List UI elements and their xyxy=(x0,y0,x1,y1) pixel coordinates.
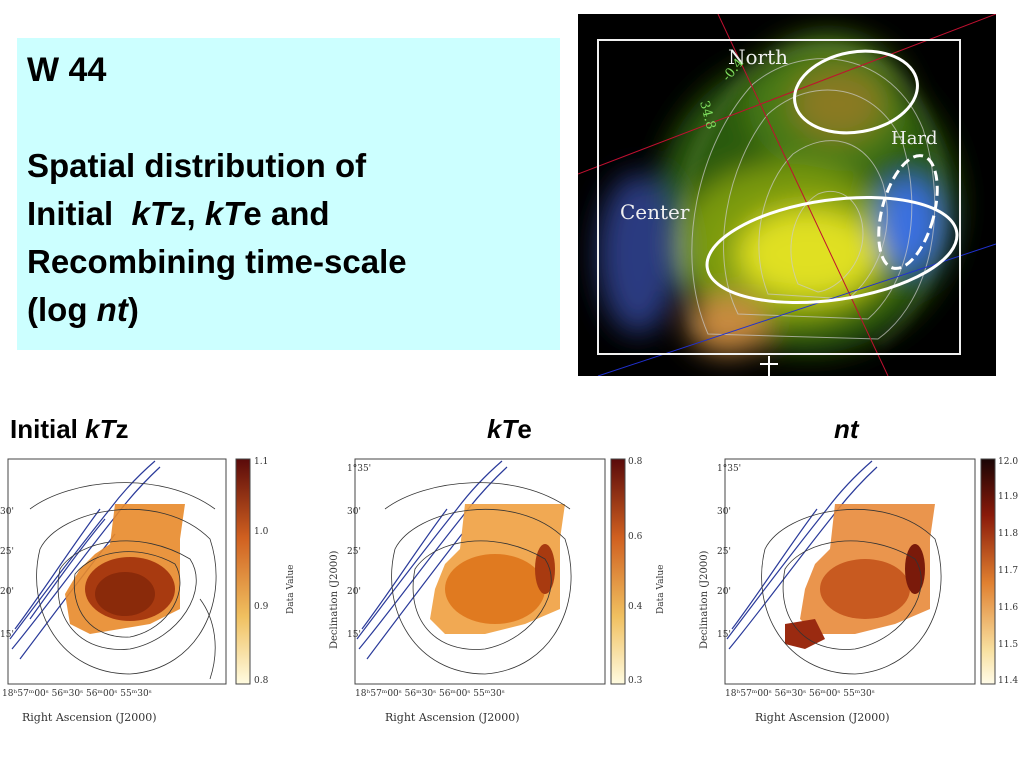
y-tick: 15' xyxy=(717,630,731,640)
y-axis-label: Declination (J2000) xyxy=(329,550,340,649)
region-label-center: Center xyxy=(620,200,690,224)
colorbar-tick: 0.3 xyxy=(628,676,643,686)
colorbar-tick: 11.6 xyxy=(998,603,1018,613)
y-tick: 15' xyxy=(0,630,14,640)
colorbar-label: Data Value xyxy=(656,565,665,614)
x-ticks: 18ʰ57ᵐ00ˢ 56ᵐ30ˢ 56ᵐ00ˢ 55ᵐ30ˢ xyxy=(2,689,152,699)
colorbar-tick: 1.0 xyxy=(254,527,269,537)
x-ticks: 18ʰ57ᵐ00ˢ 56ᵐ30ˢ 56ᵐ00ˢ 55ᵐ30ˢ xyxy=(355,689,505,699)
colorbar-tick: 1.1 xyxy=(254,457,268,467)
subtitle-line-4: (log nt) xyxy=(27,291,139,328)
colorbar-tick: 0.9 xyxy=(254,602,269,612)
subtitle-line-2: Initial kTz, kTe and xyxy=(27,195,330,232)
colorbar-tick: 0.4 xyxy=(628,602,643,612)
caption-kte: kTe xyxy=(487,414,532,444)
x-axis-label: Right Ascension (J2000) xyxy=(755,711,890,724)
colorbar-tick: 0.6 xyxy=(628,532,643,542)
y-tick: 1°35' xyxy=(717,464,741,474)
y-tick: 30' xyxy=(717,507,731,517)
map-panel-initial-ktz: 1.1 1.0 0.9 0.8 Data Value 30' 25' 20' 1… xyxy=(0,449,300,744)
y-tick: 25' xyxy=(717,547,731,557)
region-label-north: North xyxy=(728,45,788,69)
y-tick: 30' xyxy=(0,507,14,517)
y-tick: 20' xyxy=(0,587,14,597)
x-ticks: 18ʰ57ᵐ00ˢ 56ᵐ30ˢ 56ᵐ00ˢ 55ᵐ30ˢ xyxy=(725,689,875,699)
colorbar-tick: 0.8 xyxy=(254,676,269,686)
colorbar-tick: 12.0 xyxy=(998,457,1018,467)
y-tick: 1°35' xyxy=(347,464,371,474)
colorbar-tick: 11.8 xyxy=(998,529,1018,539)
colorbar-tick: 11.9 xyxy=(998,492,1018,502)
slide-subtitle: Spatial distribution of Initial kTz, kTe… xyxy=(27,142,550,334)
slide-title: W 44 xyxy=(27,51,107,89)
colorbar-tick: 0.8 xyxy=(628,457,643,467)
y-axis-label: Declination (J2000) xyxy=(699,550,710,649)
y-tick: 15' xyxy=(347,630,361,640)
x-axis-label: Right Ascension (J2000) xyxy=(22,711,157,724)
map-panel-nt: 12.0 11.9 11.8 11.7 11.6 11.5 11.4 1°35'… xyxy=(695,449,1024,744)
xray-image: North Hard Center -0.4 34.8 xyxy=(577,13,997,377)
caption-initial-ktz: Initial kTz xyxy=(10,414,129,444)
x-axis-label: Right Ascension (J2000) xyxy=(385,711,520,724)
caption-nt: nt xyxy=(834,414,859,444)
colorbar-label: Data Value xyxy=(286,565,296,614)
colorbar-tick: 11.5 xyxy=(998,640,1018,650)
subtitle-line-3: Recombining time-scale xyxy=(27,243,407,280)
y-tick: 25' xyxy=(347,547,361,557)
title-box: W 44 Spatial distribution of Initial kTz… xyxy=(17,38,560,350)
map-panel-kte: 0.8 0.6 0.4 0.3 Data Value 1°35' 30' 25'… xyxy=(325,449,666,744)
y-tick: 20' xyxy=(347,587,361,597)
region-label-hard: Hard xyxy=(891,128,938,149)
grid-label-dec: 34.8 xyxy=(696,99,718,131)
subtitle-line-1: Spatial distribution of xyxy=(27,147,367,184)
y-tick: 20' xyxy=(717,587,731,597)
colorbar-tick: 11.4 xyxy=(998,676,1018,686)
y-tick: 30' xyxy=(347,507,361,517)
y-tick: 25' xyxy=(0,547,14,557)
colorbar-tick: 11.7 xyxy=(998,566,1018,576)
